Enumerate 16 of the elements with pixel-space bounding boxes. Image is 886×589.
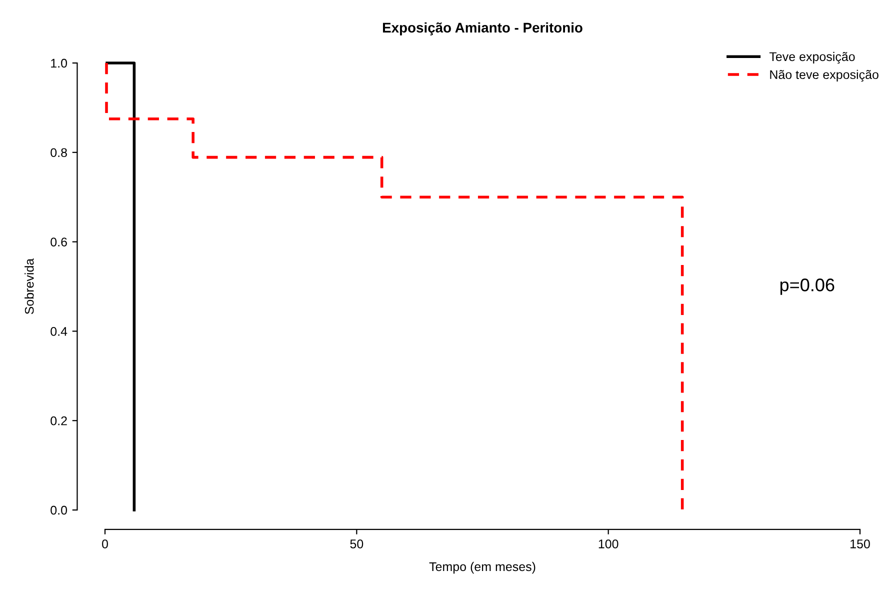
chart-title: Exposição Amianto - Peritonio bbox=[382, 22, 582, 36]
x-tick-label: 0 bbox=[102, 539, 108, 548]
y-tick-label: 0.6 bbox=[50, 238, 67, 246]
x-tick-label: 150 bbox=[850, 539, 870, 548]
y-tick-label: 0.2 bbox=[50, 416, 67, 426]
x-axis-title: Tempo (em meses) bbox=[429, 562, 536, 574]
annotation: p=0.06 bbox=[780, 278, 834, 295]
x-tick-label: 100 bbox=[598, 539, 618, 548]
y-tick-label: 0.4 bbox=[50, 327, 68, 336]
y-tick-label: 1.0 bbox=[51, 58, 68, 68]
legend-label: Teve exposição bbox=[769, 52, 855, 64]
x-tick-label: 50 bbox=[350, 539, 364, 548]
y-tick-label: 0.0 bbox=[50, 506, 68, 515]
legend-label: Não teve exposição bbox=[770, 70, 878, 82]
y-tick-label: 0.8 bbox=[50, 148, 67, 158]
y-axis-title: Sobrevida bbox=[24, 258, 34, 314]
